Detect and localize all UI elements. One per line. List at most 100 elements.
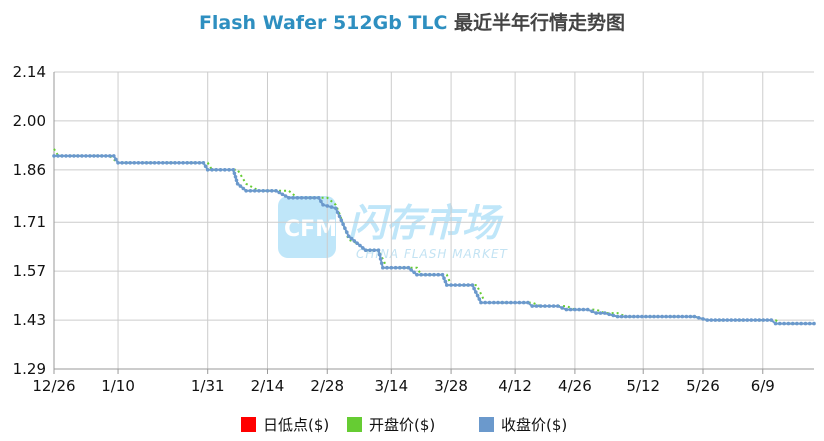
data-point <box>701 317 705 321</box>
data-point <box>705 318 710 322</box>
data-point <box>652 314 656 319</box>
data-point <box>352 239 357 243</box>
data-point <box>517 300 522 305</box>
data-point <box>291 196 295 200</box>
data-point <box>664 314 668 319</box>
watermark-cn: 闪存市场 <box>348 201 504 245</box>
data-point <box>782 321 786 326</box>
chart-title-en: Flash Wafer 512Gb TLC <box>198 12 448 34</box>
data-point <box>112 154 116 158</box>
data-point <box>104 154 108 158</box>
data-point <box>409 268 414 272</box>
data-point <box>745 318 750 322</box>
data-point <box>741 318 746 322</box>
data-point <box>329 205 334 209</box>
data-point <box>244 189 248 193</box>
watermark-logo-box <box>278 196 336 258</box>
data-point <box>189 161 193 165</box>
data-point <box>299 196 304 200</box>
data-point <box>52 154 56 158</box>
data-point <box>590 309 594 314</box>
data-point <box>232 171 237 176</box>
data-point <box>316 196 321 200</box>
data-point <box>378 257 383 261</box>
data-point <box>257 189 261 193</box>
data-point <box>729 318 734 322</box>
data-point <box>709 318 714 322</box>
x-tick-label: 5/12 <box>626 377 660 395</box>
data-point <box>56 154 60 158</box>
data-point <box>156 161 161 165</box>
data-point <box>398 265 402 270</box>
data-point <box>581 307 586 312</box>
data-point <box>688 314 693 319</box>
x-tick-label: 1/31 <box>191 377 225 395</box>
data-point <box>538 304 543 308</box>
y-tick-label: 2.00 <box>13 112 46 130</box>
data-point <box>116 161 120 165</box>
data-point <box>361 246 365 250</box>
data-point <box>96 154 100 158</box>
data-point <box>660 314 664 319</box>
data-point <box>440 272 445 277</box>
data-point <box>423 272 428 277</box>
data-point <box>270 189 274 193</box>
data-point <box>761 318 766 322</box>
data-point <box>241 186 246 191</box>
data-point <box>419 272 424 277</box>
x-tick-label: 1/10 <box>101 377 135 395</box>
data-point <box>551 304 556 308</box>
legend: 日低点($) 开盘价($) 收盘价($) <box>241 416 567 434</box>
data-point <box>68 154 72 158</box>
data-point <box>181 161 185 165</box>
data-point <box>152 161 157 165</box>
data-point <box>412 270 416 275</box>
data-point <box>577 307 581 312</box>
data-point <box>668 314 672 319</box>
legend-label: 日低点($) <box>263 416 329 434</box>
data-point <box>753 318 758 322</box>
data-point <box>339 218 344 223</box>
data-point <box>88 154 92 158</box>
legend-swatch <box>241 417 256 432</box>
x-tick-label: 6/9 <box>751 377 775 395</box>
data-point <box>615 314 620 319</box>
data-point <box>487 300 492 305</box>
data-point <box>252 189 257 193</box>
data-point <box>277 190 282 195</box>
data-point <box>385 265 389 270</box>
y-tick-label: 1.57 <box>13 262 46 280</box>
data-point <box>233 175 238 179</box>
data-point <box>496 300 500 305</box>
x-tick-label: 3/14 <box>374 377 408 395</box>
series-markers-3 <box>52 154 816 326</box>
data-point <box>402 265 406 270</box>
data-point <box>295 196 300 200</box>
y-tick-label: 1.71 <box>13 213 46 231</box>
data-point <box>363 248 368 252</box>
data-point <box>737 318 742 322</box>
data-point <box>261 189 266 193</box>
data-point <box>457 283 462 287</box>
data-point <box>415 272 419 277</box>
data-point <box>177 161 181 165</box>
data-point <box>436 272 441 277</box>
data-point <box>346 234 351 238</box>
data-point <box>325 204 330 208</box>
data-point <box>227 168 231 172</box>
data-point <box>343 226 347 230</box>
legend-swatch <box>479 417 494 432</box>
x-tick-label: 4/12 <box>498 377 532 395</box>
data-point <box>547 304 552 308</box>
watermark: CFM 闪存市场 CHINA FLASH MARKET <box>278 196 508 261</box>
data-point <box>165 161 169 165</box>
data-point <box>283 194 288 198</box>
data-point <box>680 314 685 319</box>
data-point <box>214 168 218 172</box>
data-point <box>218 168 223 172</box>
data-point <box>513 300 517 305</box>
data-point <box>389 265 394 270</box>
data-point <box>676 314 681 319</box>
data-point <box>406 265 411 270</box>
